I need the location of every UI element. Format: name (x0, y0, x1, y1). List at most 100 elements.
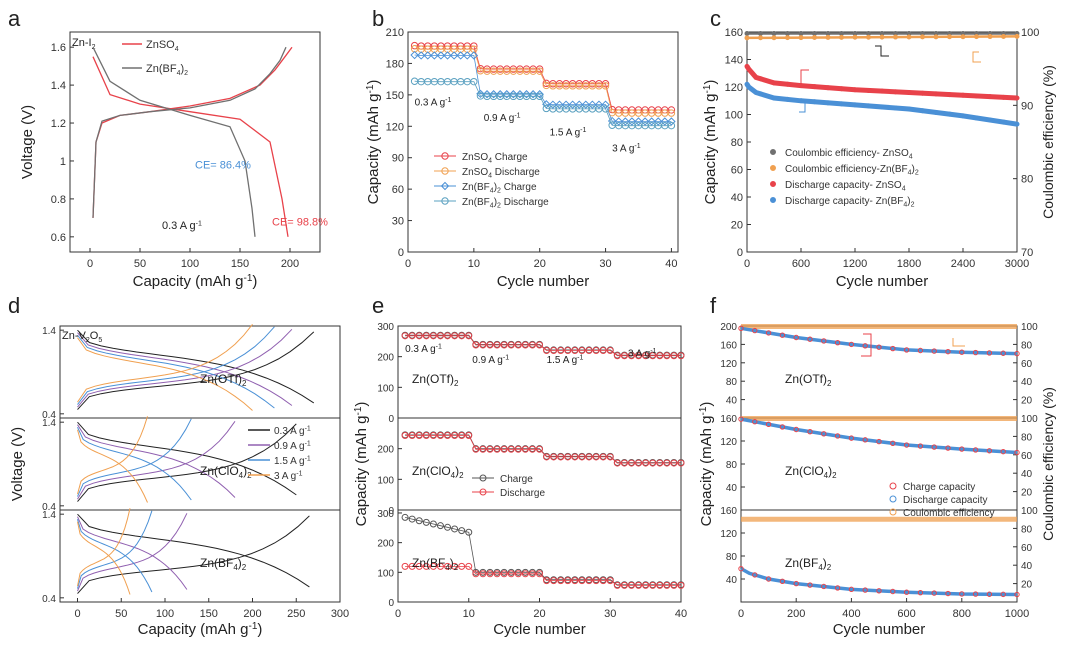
data-point (933, 109, 939, 115)
voltage-curve (77, 429, 148, 503)
data-point (463, 51, 472, 60)
y-tick-label: 0.6 (51, 232, 66, 244)
legend-marker (479, 488, 487, 496)
data-point (627, 581, 635, 589)
data-point (848, 341, 855, 348)
data-point (839, 101, 844, 107)
data-point (893, 89, 898, 95)
data-point (758, 76, 763, 82)
data-point (564, 453, 572, 461)
y-tick-label: 100 (377, 475, 394, 486)
data-point (931, 444, 937, 450)
data-point (744, 35, 750, 41)
data-point (458, 562, 466, 570)
data-point (515, 90, 525, 99)
data-point (422, 431, 430, 439)
x-tick-label: 400 (842, 608, 860, 620)
data-point (945, 348, 951, 355)
voltage-curve (77, 331, 315, 410)
data-point (960, 92, 966, 98)
data-point (536, 67, 544, 75)
data-point (401, 562, 409, 570)
y-tick-label: 40 (726, 483, 738, 494)
data-point (986, 350, 993, 356)
data-point (893, 34, 898, 40)
voltage-curve (92, 56, 289, 237)
data-point (436, 431, 444, 439)
data-point (415, 562, 423, 570)
data-point (535, 90, 544, 99)
voltage-curve (77, 424, 236, 498)
data-point (945, 590, 951, 597)
data-point (601, 82, 610, 90)
data-point (793, 580, 799, 587)
data-point (521, 341, 529, 349)
data-point (415, 431, 423, 439)
data-point (906, 34, 912, 40)
data-point (557, 453, 565, 461)
data-point (449, 51, 459, 60)
electrolyte-label: Zn(OTf)2​ (200, 372, 247, 388)
data-point (654, 117, 663, 126)
data-point (557, 347, 565, 355)
plot-frame (407, 31, 679, 253)
data-point (1001, 33, 1006, 39)
data-point (890, 345, 896, 352)
data-point (876, 344, 882, 350)
data-point (852, 87, 858, 93)
y2-tick-label: 40 (1021, 377, 1033, 388)
data-point (947, 92, 952, 98)
voltage-curve (77, 416, 148, 495)
y-tick-label: 80 (726, 552, 738, 563)
y-tick-label: 120 (720, 359, 737, 370)
data-point (564, 347, 572, 355)
x-tick-label: 600 (792, 258, 810, 270)
y-tick-label: 140 (725, 55, 743, 67)
data-point (415, 517, 423, 525)
series-line (405, 517, 681, 586)
data-point (667, 106, 676, 114)
data-point (578, 347, 586, 355)
voltage-curve (77, 326, 275, 405)
data-point (451, 562, 459, 570)
data-point (416, 51, 426, 60)
data-point (807, 428, 813, 435)
data-point (852, 34, 858, 40)
x-tick-label: 150 (200, 608, 218, 620)
data-point (917, 347, 924, 354)
data-point (599, 347, 607, 355)
data-point (456, 51, 465, 60)
data-point (974, 93, 979, 99)
data-point (614, 117, 623, 126)
data-point (436, 562, 444, 570)
x-tick-label: 1200 (843, 258, 867, 270)
data-point (663, 459, 671, 467)
voltage-curve (77, 323, 253, 403)
annotation: CE= 98.8% (272, 216, 328, 228)
panel-label-d: d (8, 293, 20, 318)
voltage-curve (77, 421, 236, 500)
y2-tick-label: 60 (1021, 451, 1033, 462)
y2-tick-label: 40 (1021, 469, 1033, 480)
y-tick-label: 210 (386, 27, 404, 39)
legend-marker (441, 167, 449, 175)
y2-tick-label: 40 (1021, 561, 1033, 572)
data-point (528, 90, 538, 99)
x-tick-label: 150 (231, 258, 249, 270)
data-point (514, 445, 522, 453)
data-point (408, 332, 416, 340)
rate-label: 0.9 A g-1​ (484, 113, 521, 125)
data-point (959, 591, 965, 597)
data-point (670, 581, 678, 589)
data-point (839, 86, 844, 92)
data-point (933, 91, 939, 97)
data-point (738, 325, 744, 331)
rate-label: 0.3 A g-1​ (415, 97, 452, 109)
data-point (821, 583, 827, 590)
data-point (667, 121, 676, 130)
data-point (627, 459, 635, 467)
data-point (486, 570, 494, 578)
data-point (514, 570, 522, 578)
y-tick-label: 0 (388, 598, 394, 609)
data-point (752, 419, 758, 425)
